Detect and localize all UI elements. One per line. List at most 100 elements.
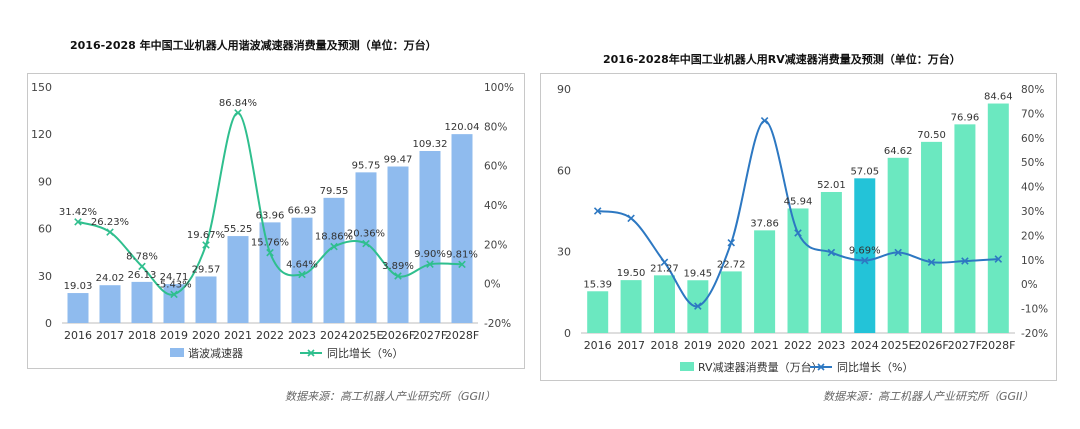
left-x-tick: 2020 <box>192 329 220 342</box>
right-bar-label: 22.72 <box>717 259 746 270</box>
left-line-label: 26.23% <box>91 217 129 228</box>
left-y-left-tick: 150 <box>31 81 52 94</box>
left-bar <box>451 134 473 323</box>
right-bar-label: 21.27 <box>650 263 679 274</box>
right-x-tick: 2016 <box>584 339 612 352</box>
right-bar <box>620 280 642 333</box>
right-line-point <box>760 116 769 125</box>
right-line-label: 9.69% <box>849 246 881 257</box>
left-line-label: 20.36% <box>347 229 385 240</box>
right-y-right-tick: 30% <box>1021 206 1044 218</box>
left-legend-line-label: 同比增长（%） <box>327 346 403 360</box>
left-y-left-tick: 30 <box>38 270 52 283</box>
left-bar-label: 120.04 <box>445 122 480 133</box>
left-y-right-tick: 100% <box>484 82 514 94</box>
left-bar-label: 79.55 <box>320 186 349 197</box>
left-line-label: 19.67% <box>187 230 225 241</box>
right-growth-line <box>597 119 999 308</box>
left-bar-label: 95.75 <box>352 160 381 171</box>
left-bar <box>227 236 249 323</box>
right-y-right-tick: -10% <box>1021 304 1048 316</box>
left-line-label: 9.81% <box>446 249 478 260</box>
right-x-tick: 2024 <box>851 339 879 352</box>
left-x-tick: 2018 <box>128 329 156 342</box>
left-line-point <box>234 109 242 117</box>
right-bar <box>653 275 675 333</box>
left-bar <box>323 197 345 323</box>
left-bar <box>387 166 409 323</box>
right-y-right-tick: 50% <box>1021 157 1044 169</box>
right-bar-label: 57.05 <box>850 166 879 177</box>
right-data-source: 数据来源：高工机器人产业研究所（GGII） <box>823 390 1034 403</box>
left-x-tick: 2025E <box>349 329 384 342</box>
left-line-label: 8.78% <box>126 251 158 262</box>
right-bar <box>954 124 976 333</box>
right-bar-label: 76.96 <box>951 112 980 123</box>
left-line-point <box>394 272 402 280</box>
right-y-left-tick: 30 <box>557 246 571 259</box>
left-line-point <box>298 270 306 279</box>
left-y-right-tick: -20% <box>484 318 511 330</box>
left-y-right-tick: 40% <box>484 200 507 212</box>
left-line-label: 3.89% <box>382 261 414 272</box>
right-bar-label: 70.50 <box>917 130 946 141</box>
left-line-point <box>362 239 370 248</box>
right-legend-line-label: 同比增长（%） <box>837 360 913 374</box>
right-x-tick: 2019 <box>684 339 712 352</box>
right-bar <box>787 208 809 333</box>
right-line-point <box>827 248 836 257</box>
left-bar <box>355 172 377 323</box>
left-bar <box>195 276 217 323</box>
left-x-tick: 2027F <box>413 329 447 342</box>
right-bar <box>820 191 842 333</box>
right-x-tick: 2026F <box>914 339 948 352</box>
right-x-tick: 2022 <box>784 339 812 352</box>
right-x-tick: 2023 <box>817 339 845 352</box>
right-y-left-tick: 90 <box>557 83 571 96</box>
right-legend-bar-swatch <box>680 362 694 371</box>
left-bar-label: 24.71 <box>160 272 189 283</box>
left-bar <box>259 222 281 323</box>
right-bar-label: 45.94 <box>784 196 813 207</box>
right-x-tick: 2017 <box>617 339 645 352</box>
right-bar-label: 64.62 <box>884 146 913 157</box>
left-y-right-tick: 0% <box>484 279 501 291</box>
right-y-right-tick: 40% <box>1021 182 1044 194</box>
left-x-tick: 2024 <box>320 329 348 342</box>
left-y-right-tick: 60% <box>484 161 507 173</box>
left-bar-label: 19.03 <box>64 281 93 292</box>
left-line-label: 9.90% <box>414 249 446 260</box>
left-legend-line-marker <box>307 349 315 357</box>
left-chart-title: 2016-2028 年中国工业机器人用谐波减速器消费量及预测（单位：万台） <box>70 39 437 52</box>
right-bar-label: 15.39 <box>583 279 612 290</box>
right-y-right-tick: 10% <box>1021 255 1044 267</box>
left-line-point <box>426 260 434 268</box>
left-line-label: 31.42% <box>59 207 97 218</box>
right-line-point <box>961 257 969 265</box>
right-y-right-tick: 60% <box>1021 133 1044 145</box>
left-data-source: 数据来源：高工机器人产业研究所（GGII） <box>285 390 496 403</box>
right-bar <box>854 178 876 333</box>
right-bar <box>987 103 1009 333</box>
left-legend-bar-swatch <box>170 348 184 357</box>
right-bar <box>921 141 943 333</box>
left-line-label: 4.64% <box>286 260 318 271</box>
right-line-point <box>894 248 902 257</box>
right-chart-title: 2016-2028年中国工业机器人用RV减速器消费量及预测（单位：万台） <box>603 53 961 66</box>
left-line-point <box>170 290 178 299</box>
left-bar-label: 55.25 <box>224 224 253 235</box>
right-legend-line-marker <box>817 363 825 371</box>
left-x-tick: 2016 <box>64 329 92 342</box>
left-line-point <box>458 260 466 269</box>
left-line-point <box>74 218 82 226</box>
left-bar-label: 29.57 <box>192 264 221 275</box>
left-x-tick: 2019 <box>160 329 188 342</box>
left-bar <box>419 151 441 323</box>
right-y-right-tick: 20% <box>1021 230 1044 242</box>
left-y-left-tick: 0 <box>45 317 52 330</box>
left-bar-label: 99.47 <box>384 155 413 166</box>
left-x-tick: 2017 <box>96 329 124 342</box>
right-line-point <box>593 207 602 215</box>
right-bar <box>887 157 909 333</box>
right-y-right-tick: 70% <box>1021 108 1044 120</box>
